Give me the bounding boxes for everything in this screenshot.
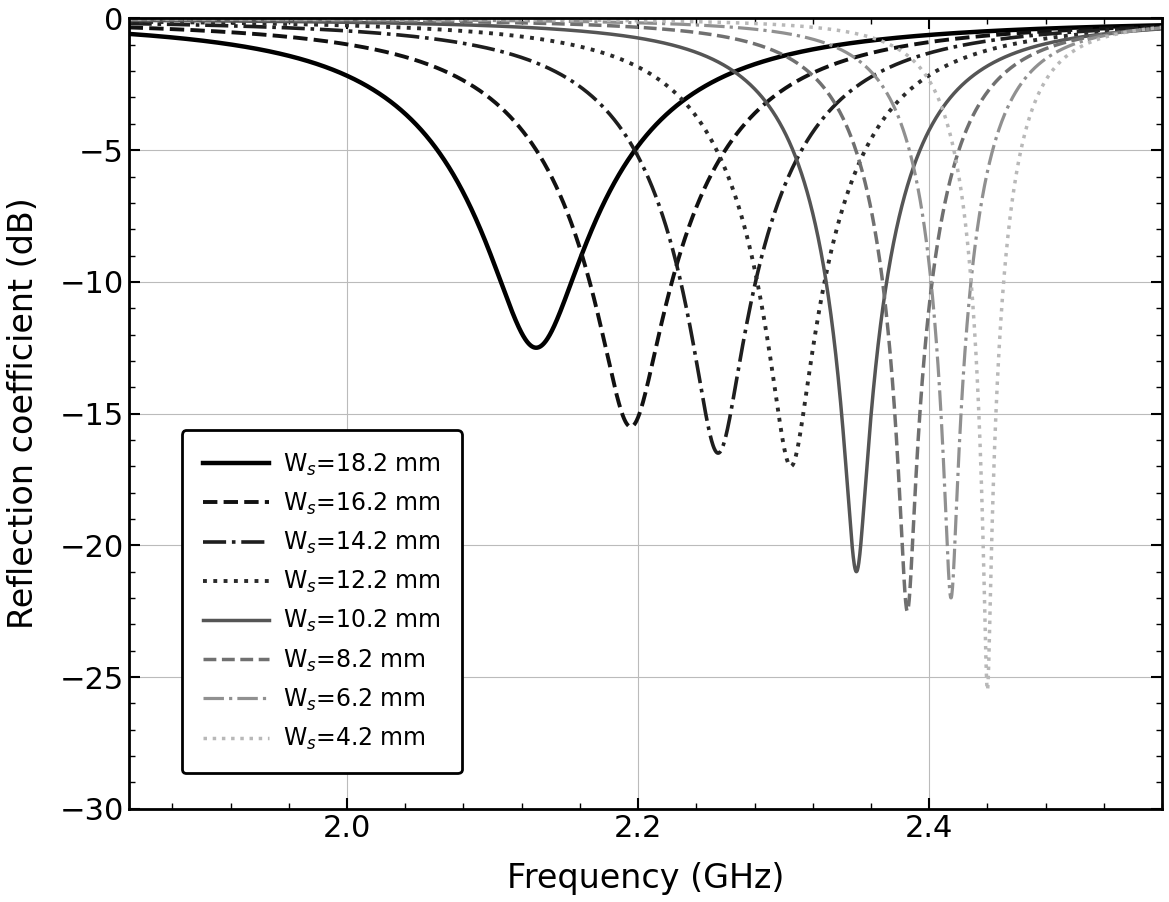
W$_s$=16.2 mm [1024,27,1038,38]
Line: W$_s$=18.2 mm: W$_s$=18.2 mm [129,25,1162,348]
W$_s$=6.2 mm [1024,67,1038,78]
W$_s$=4.2 mm [518,14,532,25]
W$_s$=8.2 mm [518,17,532,28]
W$_s$=8.2 mm [300,14,314,25]
W$_s$=16.2 mm [518,128,532,139]
W$_s$=12.2 mm [122,16,136,27]
W$_s$=10.2 mm [300,16,314,27]
Line: W$_s$=16.2 mm: W$_s$=16.2 mm [129,26,1162,427]
Line: W$_s$=12.2 mm: W$_s$=12.2 mm [129,22,1162,466]
W$_s$=12.2 mm [1024,35,1038,46]
X-axis label: Frequency (GHz): Frequency (GHz) [506,862,784,895]
W$_s$=10.2 mm [240,15,254,26]
W$_s$=6.2 mm [300,14,314,25]
W$_s$=4.2 mm [1135,24,1149,35]
W$_s$=12.2 mm [240,18,254,29]
W$_s$=12.2 mm [1155,23,1169,33]
W$_s$=14.2 mm [1024,30,1038,41]
W$_s$=10.2 mm [850,566,864,577]
W$_s$=14.2 mm [122,18,136,29]
W$_s$=18.2 mm [1135,21,1149,32]
Line: W$_s$=10.2 mm: W$_s$=10.2 mm [129,21,1162,572]
Y-axis label: Reflection coefficient (dB): Reflection coefficient (dB) [7,198,40,630]
W$_s$=16.2 mm [562,213,576,224]
W$_s$=18.2 mm [240,41,254,52]
W$_s$=8.2 mm [1024,50,1038,60]
Line: W$_s$=8.2 mm: W$_s$=8.2 mm [129,20,1162,612]
W$_s$=6.2 mm [562,16,576,27]
W$_s$=14.2 mm [711,447,725,458]
W$_s$=8.2 mm [900,606,914,617]
W$_s$=6.2 mm [518,15,532,26]
Line: W$_s$=6.2 mm: W$_s$=6.2 mm [129,19,1162,598]
W$_s$=12.2 mm [1135,24,1149,35]
W$_s$=12.2 mm [562,39,576,50]
W$_s$=18.2 mm [122,29,136,40]
W$_s$=16.2 mm [240,28,254,39]
W$_s$=14.2 mm [240,21,254,32]
W$_s$=16.2 mm [300,33,314,44]
Line: W$_s$=14.2 mm: W$_s$=14.2 mm [129,23,1162,453]
W$_s$=18.2 mm [1155,20,1169,31]
W$_s$=16.2 mm [1135,22,1149,32]
W$_s$=14.2 mm [300,23,314,34]
W$_s$=16.2 mm [122,22,136,32]
W$_s$=18.2 mm [563,281,577,291]
W$_s$=10.2 mm [1155,23,1169,34]
W$_s$=18.2 mm [530,343,544,354]
W$_s$=14.2 mm [518,53,532,64]
W$_s$=10.2 mm [122,15,136,26]
W$_s$=10.2 mm [518,22,532,32]
W$_s$=6.2 mm [240,14,254,24]
W$_s$=4.2 mm [300,14,314,24]
W$_s$=14.2 mm [1135,23,1149,33]
W$_s$=4.2 mm [562,14,576,25]
W$_s$=12.2 mm [518,32,532,42]
W$_s$=10.2 mm [1135,25,1149,36]
W$_s$=8.2 mm [562,19,576,30]
W$_s$=4.2 mm [1024,108,1038,119]
W$_s$=6.2 mm [1155,23,1169,33]
W$_s$=18.2 mm [518,333,532,344]
W$_s$=14.2 mm [1155,22,1169,32]
W$_s$=18.2 mm [300,56,314,67]
W$_s$=12.2 mm [300,19,314,30]
W$_s$=8.2 mm [240,14,254,25]
W$_s$=4.2 mm [1155,22,1169,32]
W$_s$=10.2 mm [562,24,576,35]
W$_s$=10.2 mm [1024,42,1038,53]
Line: W$_s$=4.2 mm: W$_s$=4.2 mm [129,19,1162,690]
W$_s$=4.2 mm [981,685,995,695]
W$_s$=16.2 mm [624,421,638,432]
W$_s$=8.2 mm [1135,24,1149,35]
W$_s$=16.2 mm [1155,21,1169,32]
W$_s$=14.2 mm [562,74,576,85]
W$_s$=8.2 mm [122,14,136,25]
W$_s$=8.2 mm [1155,23,1169,33]
W$_s$=6.2 mm [945,593,959,603]
W$_s$=4.2 mm [240,14,254,24]
W$_s$=12.2 mm [784,461,798,472]
W$_s$=6.2 mm [122,14,136,24]
W$_s$=6.2 mm [1135,24,1149,35]
Legend: W$_s$=18.2 mm, W$_s$=16.2 mm, W$_s$=14.2 mm, W$_s$=12.2 mm, W$_s$=10.2 mm, W$_s$: W$_s$=18.2 mm, W$_s$=16.2 mm, W$_s$=14.2… [181,430,462,773]
W$_s$=18.2 mm [1024,23,1038,34]
W$_s$=4.2 mm [122,14,136,24]
